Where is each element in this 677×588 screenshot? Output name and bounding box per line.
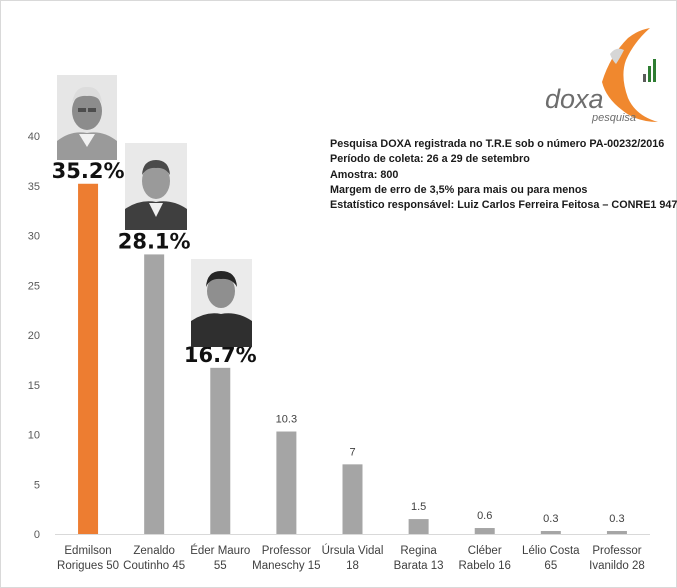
- x-tick-label: Edmilson: [64, 545, 111, 557]
- x-tick-label: Lélio Costa: [522, 545, 580, 557]
- bar: [144, 254, 165, 534]
- x-tick-label: Coutinho 45: [123, 560, 185, 572]
- x-tick-label: 55: [214, 560, 227, 572]
- x-tick-label: Professor: [592, 545, 641, 557]
- x-tick-label: 65: [544, 560, 557, 572]
- x-tick-label: Rorigues 50: [57, 560, 119, 572]
- x-tick-label: 18: [346, 560, 359, 572]
- y-tick-label: 25: [28, 280, 40, 292]
- doxa-swoosh: [602, 28, 658, 122]
- bar: [474, 528, 495, 534]
- survey-info: Pesquisa DOXA registrada no T.R.E sob o …: [330, 137, 677, 213]
- bar: [78, 183, 99, 534]
- logo-brand: doxa: [545, 84, 604, 114]
- y-tick-label: 40: [28, 131, 40, 143]
- y-tick-label: 15: [28, 380, 40, 392]
- x-tick-label: Barata 13: [394, 560, 444, 572]
- doxa-logo-mark: doxa pesquisa: [545, 28, 658, 124]
- data-label: 1.5: [411, 501, 426, 513]
- survey-info-line: Amostra: 800: [330, 168, 399, 181]
- x-tick-label: Maneschy 15: [252, 560, 320, 572]
- y-tick-label: 30: [28, 231, 40, 243]
- doxa-swoosh-shade: [610, 48, 624, 64]
- survey-info-line: Pesquisa DOXA registrada no T.R.E sob o …: [330, 138, 665, 150]
- y-tick-label: 10: [28, 430, 40, 442]
- survey-info-line: Período de coleta: 26 a 29 de setembro: [330, 153, 530, 166]
- data-label: 0.3: [543, 513, 558, 525]
- candidate-photo-eder: [191, 259, 252, 347]
- data-label: 7: [349, 446, 355, 458]
- x-tick-label: Zenaldo: [133, 545, 175, 557]
- bar: [276, 431, 297, 534]
- x-tick-label: Úrsula Vidal: [322, 544, 384, 557]
- x-tick-label: Professor: [262, 545, 311, 557]
- bar: [342, 464, 363, 534]
- data-label: 0.6: [477, 510, 492, 522]
- y-tick-label: 0: [34, 529, 40, 541]
- data-label: 0.3: [609, 513, 624, 525]
- data-label: 35.2%: [52, 159, 125, 183]
- x-tick-label: Éder Mauro: [190, 544, 250, 557]
- y-tick-label: 35: [28, 181, 40, 193]
- data-label: 10.3: [276, 414, 297, 426]
- y-tick-label: 20: [28, 330, 40, 342]
- survey-info-line: Margem de erro de 3,5% para mais ou para…: [330, 183, 588, 196]
- survey-info-line: Estatístico responsável: Luiz Carlos Fer…: [330, 199, 677, 212]
- logo-tagline: pesquisa: [591, 112, 636, 124]
- doxa-bar: [653, 59, 656, 82]
- bar: [540, 531, 561, 534]
- data-label: 28.1%: [118, 229, 191, 253]
- candidate-photo-zenaldo: [125, 143, 187, 230]
- candidate-photo-edmilson: [57, 75, 117, 160]
- doxa-bar: [648, 66, 651, 82]
- x-tick-label: Cléber: [468, 545, 502, 557]
- x-tick-label: Ivanildo 28: [589, 560, 645, 572]
- x-tick-label: Regina: [400, 545, 437, 557]
- doxa-logo: doxa pesquisa: [540, 24, 670, 124]
- bar: [606, 531, 627, 534]
- y-tick-label: 5: [34, 479, 40, 491]
- x-tick-label: Rabelo 16: [459, 560, 511, 572]
- doxa-bar: [643, 74, 646, 82]
- bar: [210, 367, 231, 534]
- bar: [408, 519, 429, 534]
